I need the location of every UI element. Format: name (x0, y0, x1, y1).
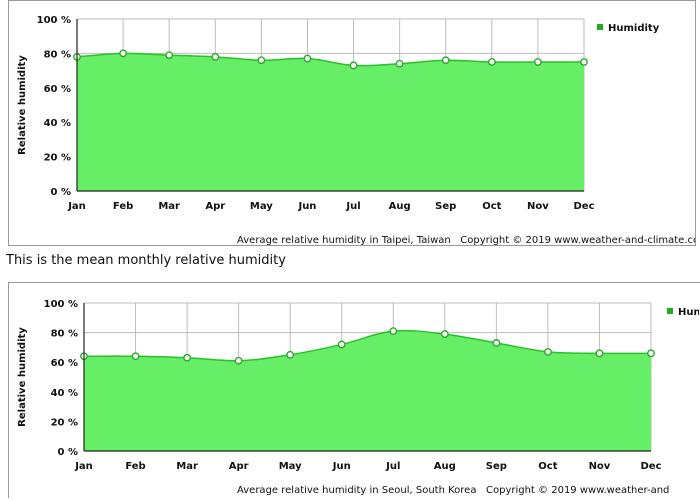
x-tick-label: Nov (589, 461, 611, 472)
data-point (441, 56, 450, 65)
x-tick-label: Sep (486, 461, 507, 472)
y-tick-label: 80 % (44, 49, 71, 60)
y-tick-label: 0 % (58, 447, 78, 458)
data-point (487, 58, 496, 66)
data-point (595, 349, 604, 358)
data-point (337, 340, 346, 349)
data-point (165, 51, 174, 60)
y-tick-label: 20 % (44, 153, 71, 164)
data-point (303, 54, 312, 63)
y-tick-label: 100 % (37, 15, 71, 26)
x-tick-label: Feb (113, 201, 133, 212)
data-point (395, 59, 404, 68)
y-tick-label: 60 % (44, 84, 71, 95)
humidity-area (77, 53, 584, 191)
x-tick-label: Mar (176, 461, 198, 472)
y-tick-label: 40 % (44, 118, 71, 129)
data-point (440, 330, 449, 338)
data-point (647, 349, 655, 358)
legend-label: Hun (678, 307, 699, 318)
x-tick-label: Feb (125, 461, 145, 472)
humidity-chart-taipei: 0 % 20 % 40 % 60 % 80 % 100 % Jan Feb Mar Apr May J… (17, 15, 700, 246)
x-tick-label: Mar (158, 201, 180, 212)
y-tick-label: 100 % (44, 299, 78, 310)
x-tick-label: Jun (297, 201, 316, 212)
x-tick-label: Dec (573, 201, 594, 212)
x-tick-label: Oct (538, 461, 557, 472)
x-tick-label: Oct (482, 201, 501, 212)
data-point (257, 56, 266, 65)
x-tick-label: Jan (67, 201, 86, 212)
x-tick-label: Jan (74, 461, 93, 472)
data-point (286, 350, 295, 359)
legend-swatch (597, 24, 603, 30)
data-point (534, 58, 542, 66)
data-point (580, 58, 588, 66)
data-point (119, 49, 127, 58)
chart-footer: Average relative humidity in Taipei, Tai… (237, 235, 695, 245)
y-tick-label: 0 % (51, 187, 71, 198)
data-point (183, 353, 191, 362)
x-tick-label: Aug (389, 201, 411, 212)
x-tick-label: Aug (434, 461, 456, 472)
y-tick-label: 80 % (51, 329, 78, 340)
legend-swatch (667, 308, 673, 314)
caption-text: This is the mean monthly relative humidi… (6, 253, 286, 268)
y-axis-title: Relative humidity (17, 327, 28, 427)
chart-footer: Average relative humidity in Seoul, Sout… (237, 485, 669, 496)
data-point (211, 52, 220, 61)
y-axis-title: Relative humidity (17, 55, 28, 155)
x-tick-label: Jul (385, 461, 400, 472)
legend-label: Humidity (608, 23, 660, 34)
x-tick-label: May (250, 201, 273, 212)
data-point (234, 356, 243, 365)
y-tick-label: 40 % (51, 388, 78, 399)
x-tick-label: May (279, 461, 302, 472)
data-point (131, 352, 140, 361)
data-point (544, 347, 552, 356)
data-point (349, 61, 358, 70)
humidity-line (83, 329, 652, 362)
y-tick-label: 20 % (51, 417, 78, 428)
chart-panel-taipei: 0 % 20 % 40 % 60 % 80 % 100 % Jan Feb Mar Apr May J… (8, 0, 700, 246)
humidity-chart-seoul: 0 % 20 % 40 % 60 % 80 % 100 % Jan Feb Mar Apr May J… (17, 299, 700, 496)
data-point (389, 327, 398, 336)
data-point (492, 339, 501, 347)
x-tick-label: Jun (332, 461, 351, 472)
chart-panel-seoul: 0 % 20 % 40 % 60 % 80 % 100 % Jan Feb Mar Apr May J… (8, 282, 700, 498)
x-tick-label: Sep (435, 201, 456, 212)
x-tick-label: Dec (640, 461, 661, 472)
y-tick-label: 60 % (51, 358, 78, 369)
x-tick-label: Apr (229, 461, 249, 472)
x-tick-label: Apr (205, 201, 225, 212)
x-tick-label: Jul (345, 201, 360, 212)
x-tick-label: Nov (527, 201, 549, 212)
